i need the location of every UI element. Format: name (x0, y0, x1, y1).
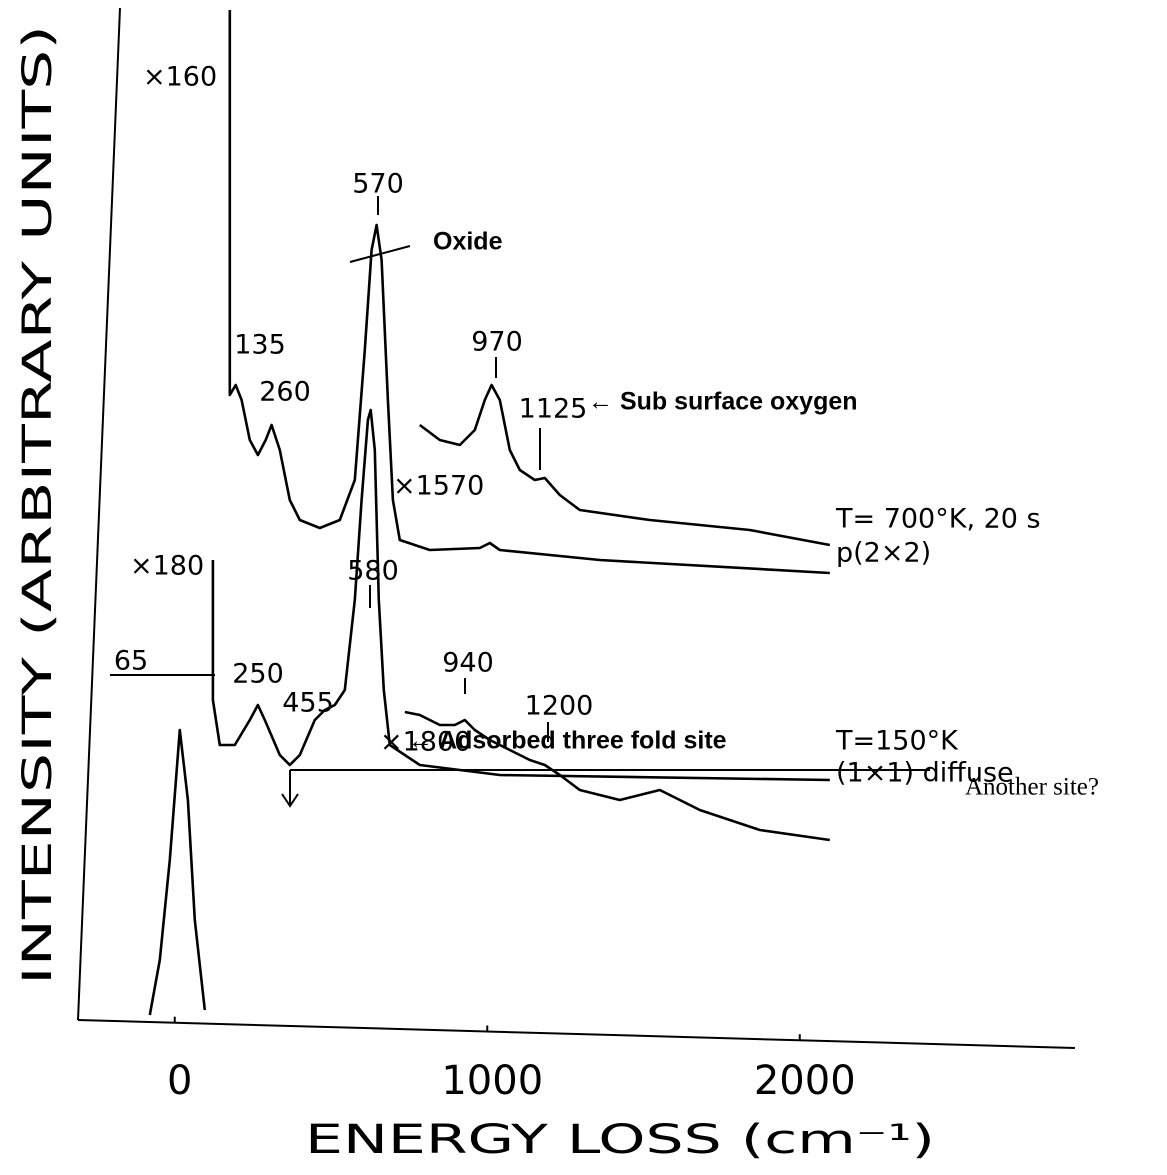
y-axis-label: INTENSITY (ARBITRARY UNITS) (15, 25, 61, 985)
peak-label: 570 (352, 169, 404, 200)
annotation: ← Adsorbed three fold site (408, 727, 727, 755)
peak-label: 1200 (525, 691, 594, 722)
arrow-head (281, 793, 299, 808)
peak-label: 1125 (519, 394, 588, 425)
annotation: Another site? (965, 774, 1099, 801)
peak-label: 250 (232, 659, 284, 690)
x-tick-label: 1000 (441, 1058, 543, 1104)
spectrum-line (419, 383, 831, 547)
peak-label: 940 (442, 648, 494, 679)
annotation: (1×1) diffuse (836, 758, 1014, 789)
annotation: T=150°K (835, 726, 959, 757)
peak-label: 580 (347, 556, 399, 587)
annotation: Oxide (433, 228, 503, 256)
spectrum-line (404, 710, 830, 842)
annotation: p(2×2) (836, 538, 931, 569)
x-tick-label: 0 (167, 1058, 192, 1104)
peak-label: 135 (234, 330, 286, 361)
peak-label: 65 (114, 646, 148, 677)
annotation: ×1800 (380, 727, 471, 758)
annotation: T= 700°K, 20 s (835, 504, 1041, 535)
spectrum-line (211, 408, 830, 782)
spectrum-line (148, 728, 207, 1016)
spectrum-line (228, 10, 830, 575)
y-axis (77, 7, 121, 1021)
x-axis-label: ENERGY LOSS (cm⁻¹) (305, 1117, 935, 1163)
x-axis (77, 1019, 1076, 1049)
annotation: ← Sub surface oxygen (588, 388, 858, 416)
peak-label: 260 (259, 377, 311, 408)
peak-label: 455 (282, 688, 334, 719)
x-tick-label: 2000 (754, 1058, 856, 1104)
annotation: ×1570 (393, 471, 484, 502)
annotation: ×180 (130, 551, 204, 582)
peak-label: 970 (471, 327, 523, 358)
annotation: ×160 (143, 62, 217, 93)
